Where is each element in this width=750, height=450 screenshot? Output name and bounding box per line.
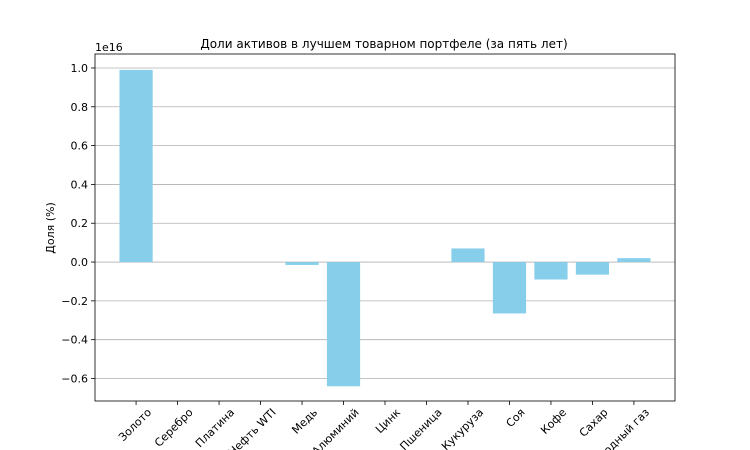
bar (285, 262, 319, 265)
x-tick-label: Серебро (152, 406, 196, 450)
bar (326, 262, 361, 387)
y-tick-label: −0.2 (61, 295, 88, 308)
x-tick-label: Кофе (538, 406, 569, 437)
x-tick-label: Соя (504, 406, 528, 430)
plot-frame (94, 53, 676, 402)
bar (119, 69, 153, 263)
x-tick-label: Сахар (577, 406, 611, 440)
offset-label: 1e16 (95, 41, 123, 54)
y-tick-label: 0.8 (71, 101, 89, 114)
bar (617, 258, 651, 263)
x-tick-label: Цинк (373, 406, 403, 436)
y-axis-label: Доля (%) (44, 202, 57, 254)
y-tick-label: −0.6 (61, 372, 88, 385)
y-tick-label: 0.4 (71, 178, 89, 191)
y-tick-label: 0.0 (71, 256, 89, 269)
x-tick-label: Пшеница (397, 406, 444, 450)
y-tick-label: −0.4 (61, 334, 88, 347)
bars (119, 69, 651, 387)
y-tick-label: 0.6 (71, 140, 89, 153)
bar (451, 248, 485, 263)
chart-title: Доли активов в лучшем товарном портфеле … (200, 37, 567, 51)
x-tick-label: Кукуруза (439, 406, 486, 450)
bar (534, 262, 568, 280)
y-tick-label: 1.0 (71, 62, 89, 75)
grid (95, 67, 675, 379)
x-tick-label: Платина (193, 406, 237, 450)
x-tick-label: Медь (289, 406, 320, 437)
y-tick-label: 0.2 (71, 217, 89, 230)
bar (492, 262, 527, 314)
bar (575, 262, 610, 275)
x-tick-label: Золото (116, 406, 154, 444)
